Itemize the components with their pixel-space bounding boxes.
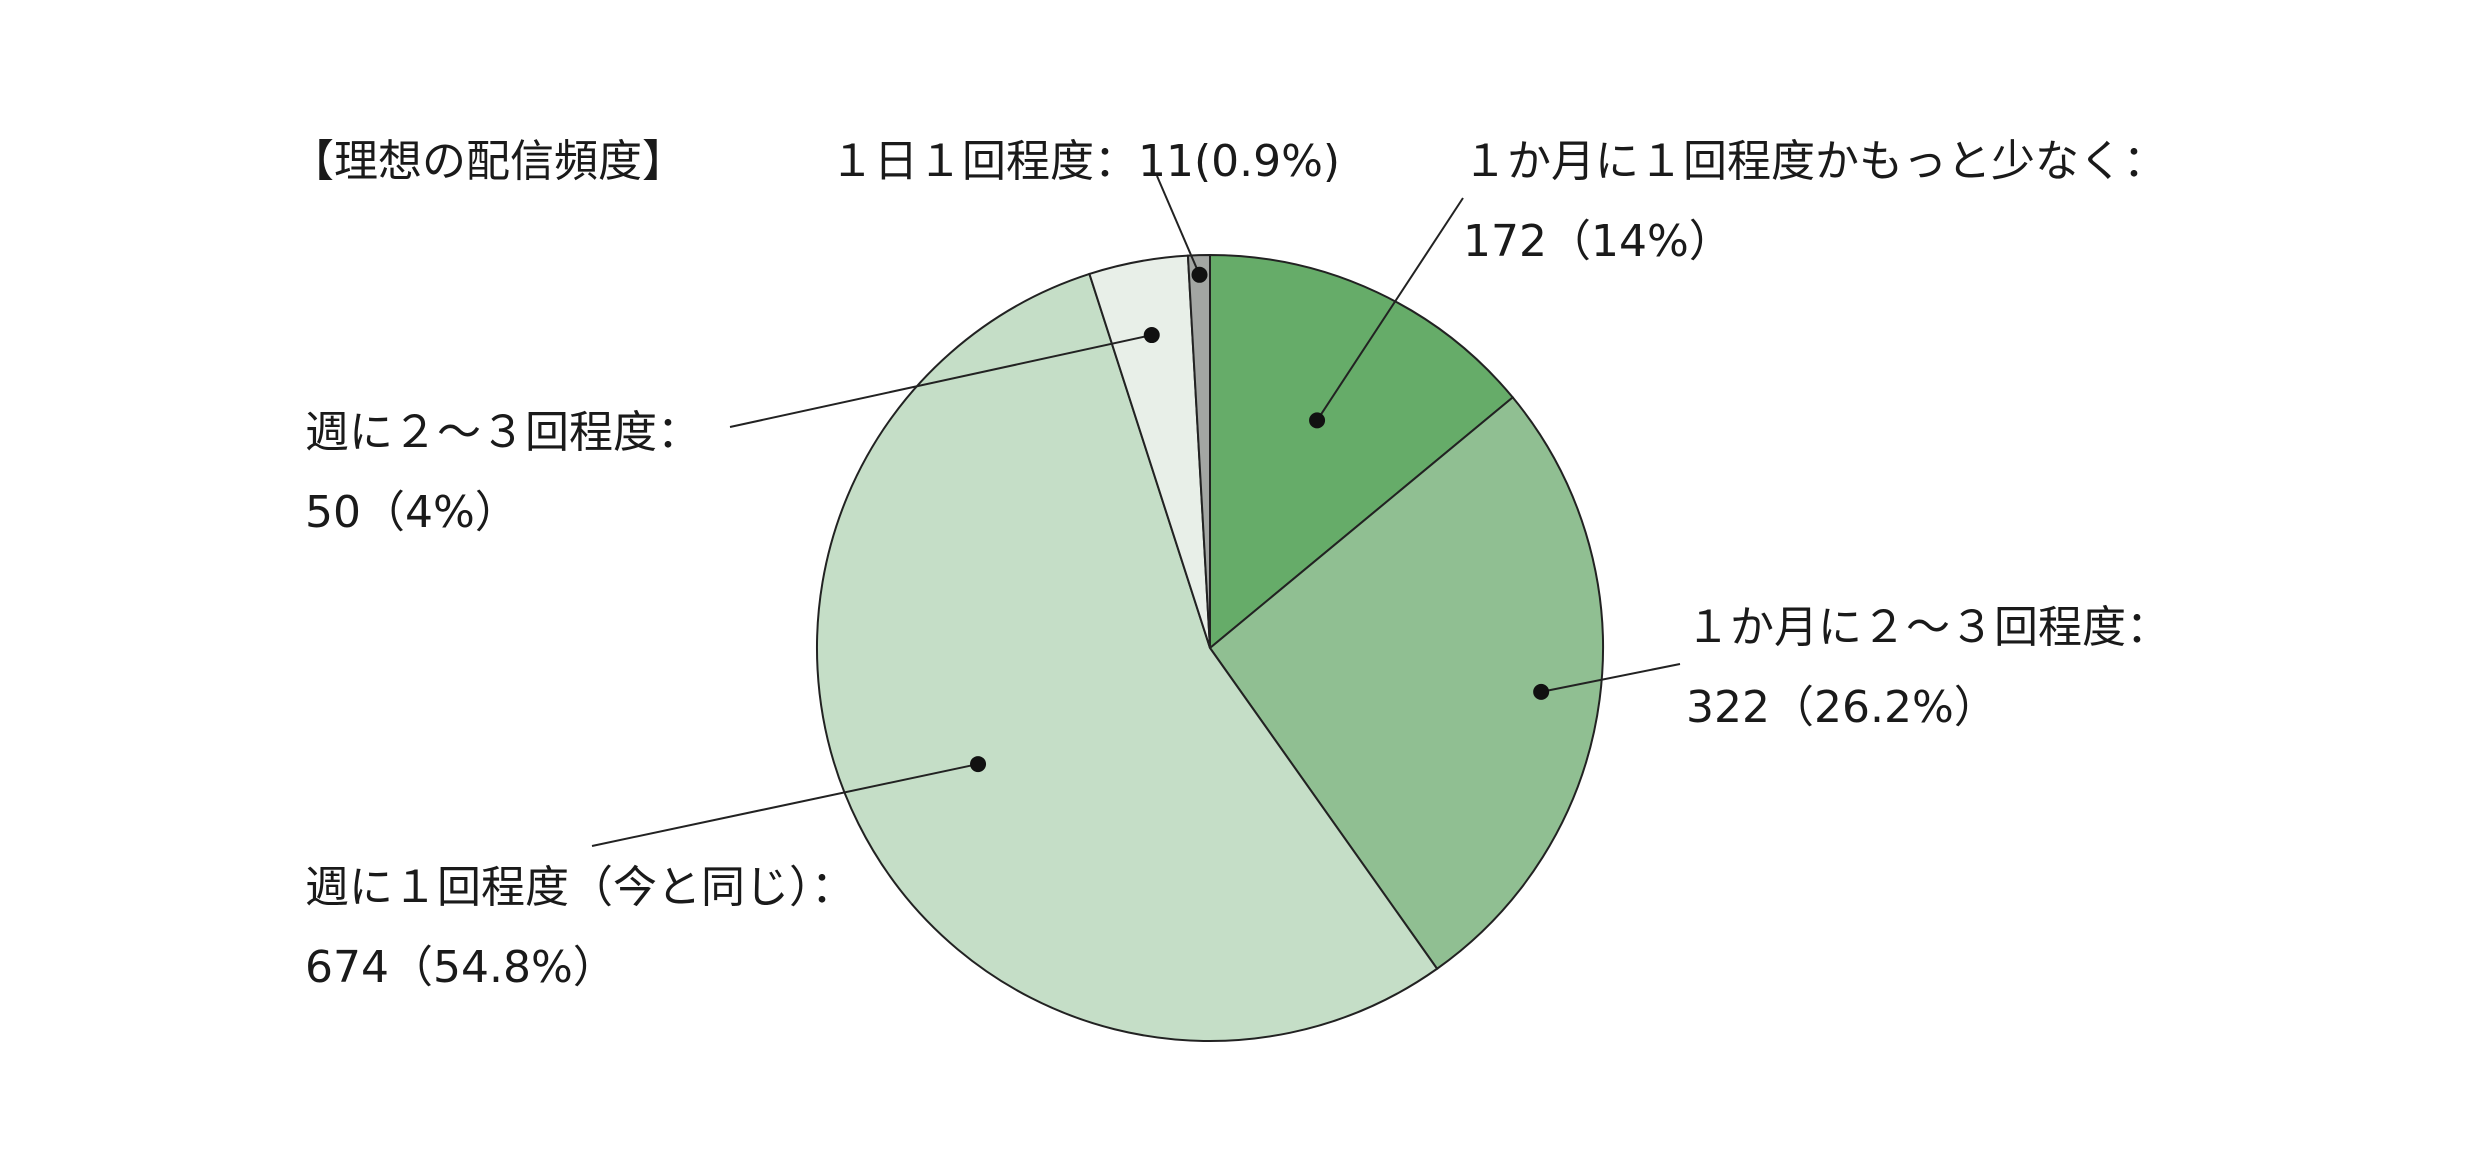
pie-slice-2 [1208, 395, 1604, 971]
leader-dot-1 [1309, 412, 1326, 429]
slice-category-label-2: １か月に２～３回程度： [1686, 602, 2170, 653]
slice-value-label-2: 322（26.2%） [1686, 682, 1998, 733]
leader-dot-3 [970, 756, 987, 773]
pie-slice-1 [1209, 253, 1515, 651]
slice-category-label-1: １か月に１回程度かもっと少なく： [1463, 136, 2167, 187]
slice-category-label-4: 週に２～３回程度： [305, 407, 701, 458]
leader-dot-5 [1191, 266, 1208, 283]
chart-title: 【理想の配信頻度】 [290, 136, 686, 187]
pie-slice-3 [815, 272, 1439, 1042]
slice-value-label-4: 50（4%） [305, 487, 519, 538]
pie-slice-5 [1186, 253, 1211, 649]
leader-line-1 [1316, 197, 1464, 421]
slice-label-5: １日１回程度：11(0.9%) [830, 136, 1340, 187]
slice-labels: １か月に１回程度かもっと少なく： 172（14%） １か月に２～３回程度： 322（2… [305, 136, 2170, 993]
leader-line-2 [1540, 663, 1681, 693]
leader-lines [591, 175, 1681, 847]
slice-category-label-3: 週に１回程度（今と同じ）： [305, 862, 855, 913]
leader-line-3 [591, 763, 979, 847]
leader-dot-2 [1533, 683, 1550, 700]
slice-value-label-3: 674（54.8%） [305, 942, 617, 993]
slice-value-label-1: 172（14%） [1463, 216, 1733, 267]
pie-slices [815, 253, 1604, 1042]
leader-line-4 [729, 334, 1152, 428]
leader-line-5 [1156, 175, 1201, 276]
leader-dot-4 [1143, 327, 1160, 344]
